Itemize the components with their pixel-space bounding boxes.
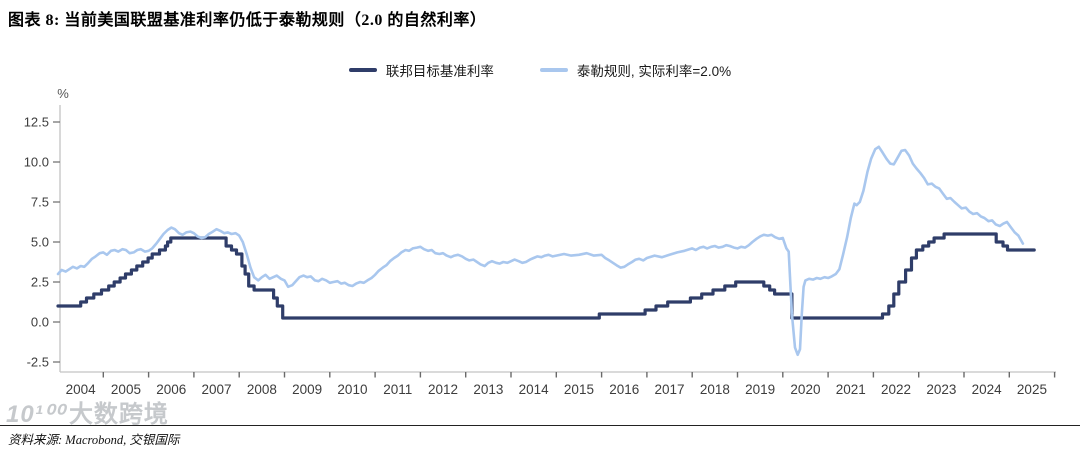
- svg-text:0.0: 0.0: [31, 315, 49, 330]
- svg-text:2025: 2025: [1017, 382, 1047, 397]
- chart-title: 图表 8: 当前美国联盟基准利率仍低于泰勒规则（2.0 的自然利率）: [8, 12, 487, 29]
- svg-text:2014: 2014: [519, 382, 550, 397]
- svg-text:2009: 2009: [292, 382, 322, 397]
- fed-line-swatch-icon: [348, 68, 377, 72]
- source-note: 资料来源: Macrobond, 交银国际: [8, 433, 180, 447]
- svg-text:12.5: 12.5: [24, 115, 49, 130]
- taylor-line-swatch-icon: [539, 68, 568, 72]
- svg-text:2005: 2005: [111, 382, 141, 397]
- svg-text:2013: 2013: [473, 382, 503, 397]
- svg-text:2020: 2020: [790, 382, 820, 397]
- svg-text:5.0: 5.0: [31, 235, 49, 250]
- chart-legend: 联邦目标基准利率 泰勒规则, 实际利率=2.0%: [0, 60, 1080, 80]
- svg-text:7.5: 7.5: [31, 195, 49, 210]
- legend-item-taylor: 泰勒规则, 实际利率=2.0%: [539, 60, 732, 80]
- svg-text:2015: 2015: [564, 382, 594, 397]
- y-axis-ticks: 12.5 10.0 7.5 5.0 2.5 0.0 -2.5: [24, 115, 60, 370]
- y-axis-unit-label: %: [57, 86, 69, 101]
- svg-text:2016: 2016: [609, 382, 639, 397]
- svg-text:2023: 2023: [926, 382, 956, 397]
- svg-text:-2.5: -2.5: [27, 355, 49, 370]
- svg-text:2004: 2004: [66, 382, 97, 397]
- svg-text:%: %: [57, 86, 69, 101]
- x-axis-ticks: 2004 2005 2006 2007 2008 2009 2010 2011 2012 2013…: [66, 372, 1056, 397]
- svg-text:2007: 2007: [202, 382, 232, 397]
- svg-text:2010: 2010: [337, 382, 367, 397]
- chart-axes: [59, 105, 1056, 373]
- svg-text:2019: 2019: [745, 382, 775, 397]
- legend-label-taylor: 泰勒规则, 实际利率=2.0%: [576, 64, 732, 79]
- footer-divider: [0, 425, 1080, 426]
- line-chart-canvas: 12.510.07.55.02.50.0-2.5 2004 2005 2006 200…: [24, 86, 1056, 397]
- svg-text:2018: 2018: [700, 382, 730, 397]
- svg-text:2021: 2021: [836, 382, 866, 397]
- svg-text:2011: 2011: [383, 382, 412, 397]
- svg-text:2.5: 2.5: [31, 275, 49, 290]
- chart-series-lines: [56, 145, 1036, 357]
- svg-text:2006: 2006: [156, 382, 186, 397]
- legend-label-fed: 联邦目标基准利率: [385, 64, 494, 79]
- svg-text:2022: 2022: [881, 382, 911, 397]
- svg-text:2012: 2012: [428, 382, 458, 397]
- legend-item-fed: 联邦目标基准利率: [348, 60, 494, 80]
- svg-text:10.0: 10.0: [24, 155, 49, 170]
- svg-text:2008: 2008: [247, 382, 277, 397]
- svg-text:2017: 2017: [655, 382, 685, 397]
- svg-text:2024: 2024: [972, 382, 1003, 397]
